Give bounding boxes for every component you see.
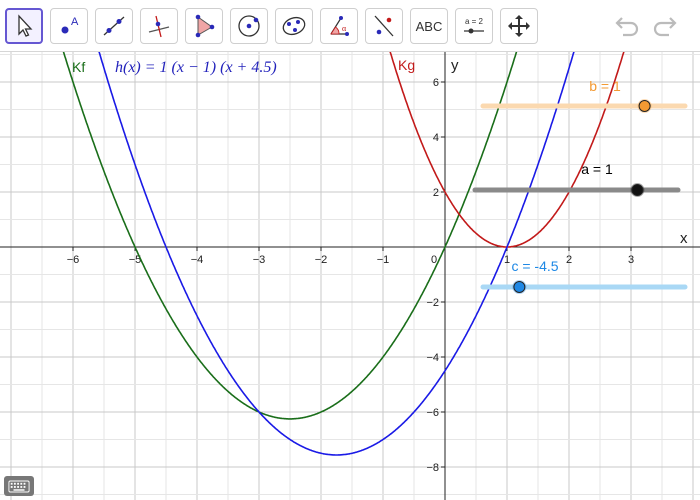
ellipse-icon	[282, 16, 306, 36]
slider-icon: a = 2	[464, 17, 484, 34]
slider-knob[interactable]	[638, 100, 651, 112]
text-tool-button[interactable]: ABC	[410, 8, 448, 44]
circle-tool-button[interactable]	[230, 8, 268, 44]
circle-center-point-icon	[238, 15, 260, 37]
move-arrows-icon	[508, 15, 530, 37]
curve-label-kg: Kg	[398, 57, 415, 73]
x-tick-label: 0	[431, 254, 437, 266]
x-tick-label: −5	[129, 254, 142, 266]
slider-label: c = -4.5	[511, 258, 558, 274]
undo-button[interactable]	[612, 12, 642, 40]
reflect-about-line-icon	[374, 15, 394, 37]
tick-labels: −6 −5 −4 −3 −2 −1 0 1 2 3 6 4 2 −2 −4 −6 −8	[67, 77, 634, 474]
redo-button[interactable]	[650, 12, 680, 40]
redo-icon	[653, 17, 677, 37]
move-graphics-view-tool-button[interactable]	[500, 8, 538, 44]
x-axis-label: x	[680, 230, 688, 247]
point-icon: A	[61, 16, 79, 34]
x-tick-label: 2	[566, 254, 572, 266]
x-tick-label: 3	[628, 254, 634, 266]
y-tick-label: 6	[433, 77, 439, 89]
line-tool-button[interactable]	[95, 8, 133, 44]
angle-icon: α	[330, 16, 349, 36]
curve-kf[interactable]	[46, 52, 533, 420]
undo-icon	[615, 17, 639, 37]
curve-label-kf: Kf	[72, 59, 85, 75]
axes: xy	[0, 52, 700, 500]
y-tick-label: −8	[426, 462, 439, 474]
conic-tool-button[interactable]	[275, 8, 313, 44]
slider-knob[interactable]	[631, 184, 644, 196]
x-tick-label: −1	[377, 254, 390, 266]
point-tool-button[interactable]: A	[50, 8, 88, 44]
sliders[interactable]: b = 1 a = 1 c = -4.5	[472, 78, 688, 294]
curve-labels: Kf Kg	[72, 57, 415, 75]
y-tick-label: 2	[433, 187, 439, 199]
y-axis-label: y	[451, 57, 459, 74]
slider-knob[interactable]	[513, 281, 526, 293]
perpendicular-line-icon	[148, 15, 170, 38]
y-tick-label: −2	[426, 297, 439, 309]
grid	[0, 52, 700, 500]
slider-tool-button[interactable]: a = 2	[455, 8, 493, 44]
point-tool-label: A	[71, 16, 79, 28]
move-tool-button[interactable]	[5, 8, 43, 44]
curve-h[interactable]	[82, 52, 590, 456]
function-h-label: h(x) = 1 (x − 1) (x + 4.5)	[115, 59, 277, 76]
y-tick-label: −4	[426, 352, 439, 364]
text-tool-label: ABC	[415, 18, 443, 34]
polygon-tool-button[interactable]	[185, 8, 223, 44]
x-tick-label: 1	[504, 254, 510, 266]
y-tick-label: 4	[433, 132, 439, 144]
x-tick-label: −4	[191, 254, 204, 266]
keyboard-icon	[8, 480, 30, 492]
slider-label: a = 1	[581, 161, 613, 177]
perpendicular-line-tool-button[interactable]	[140, 8, 178, 44]
x-tick-label: −6	[67, 254, 80, 266]
reflect-tool-button[interactable]	[365, 8, 403, 44]
polygon-icon	[195, 14, 215, 38]
cursor-arrow-icon	[18, 14, 33, 37]
y-tick-label: −6	[426, 407, 439, 419]
slider-tool-label: a = 2	[465, 17, 484, 26]
x-tick-label: −3	[253, 254, 266, 266]
slider-label: b = 1	[589, 78, 621, 94]
toolbar: A α	[0, 0, 700, 52]
curves	[46, 52, 625, 456]
line-icon	[103, 16, 125, 36]
angle-tool-label: α	[342, 24, 347, 33]
x-tick-label: −2	[315, 254, 328, 266]
keyboard-button[interactable]	[4, 476, 34, 496]
angle-tool-button[interactable]: α	[320, 8, 358, 44]
